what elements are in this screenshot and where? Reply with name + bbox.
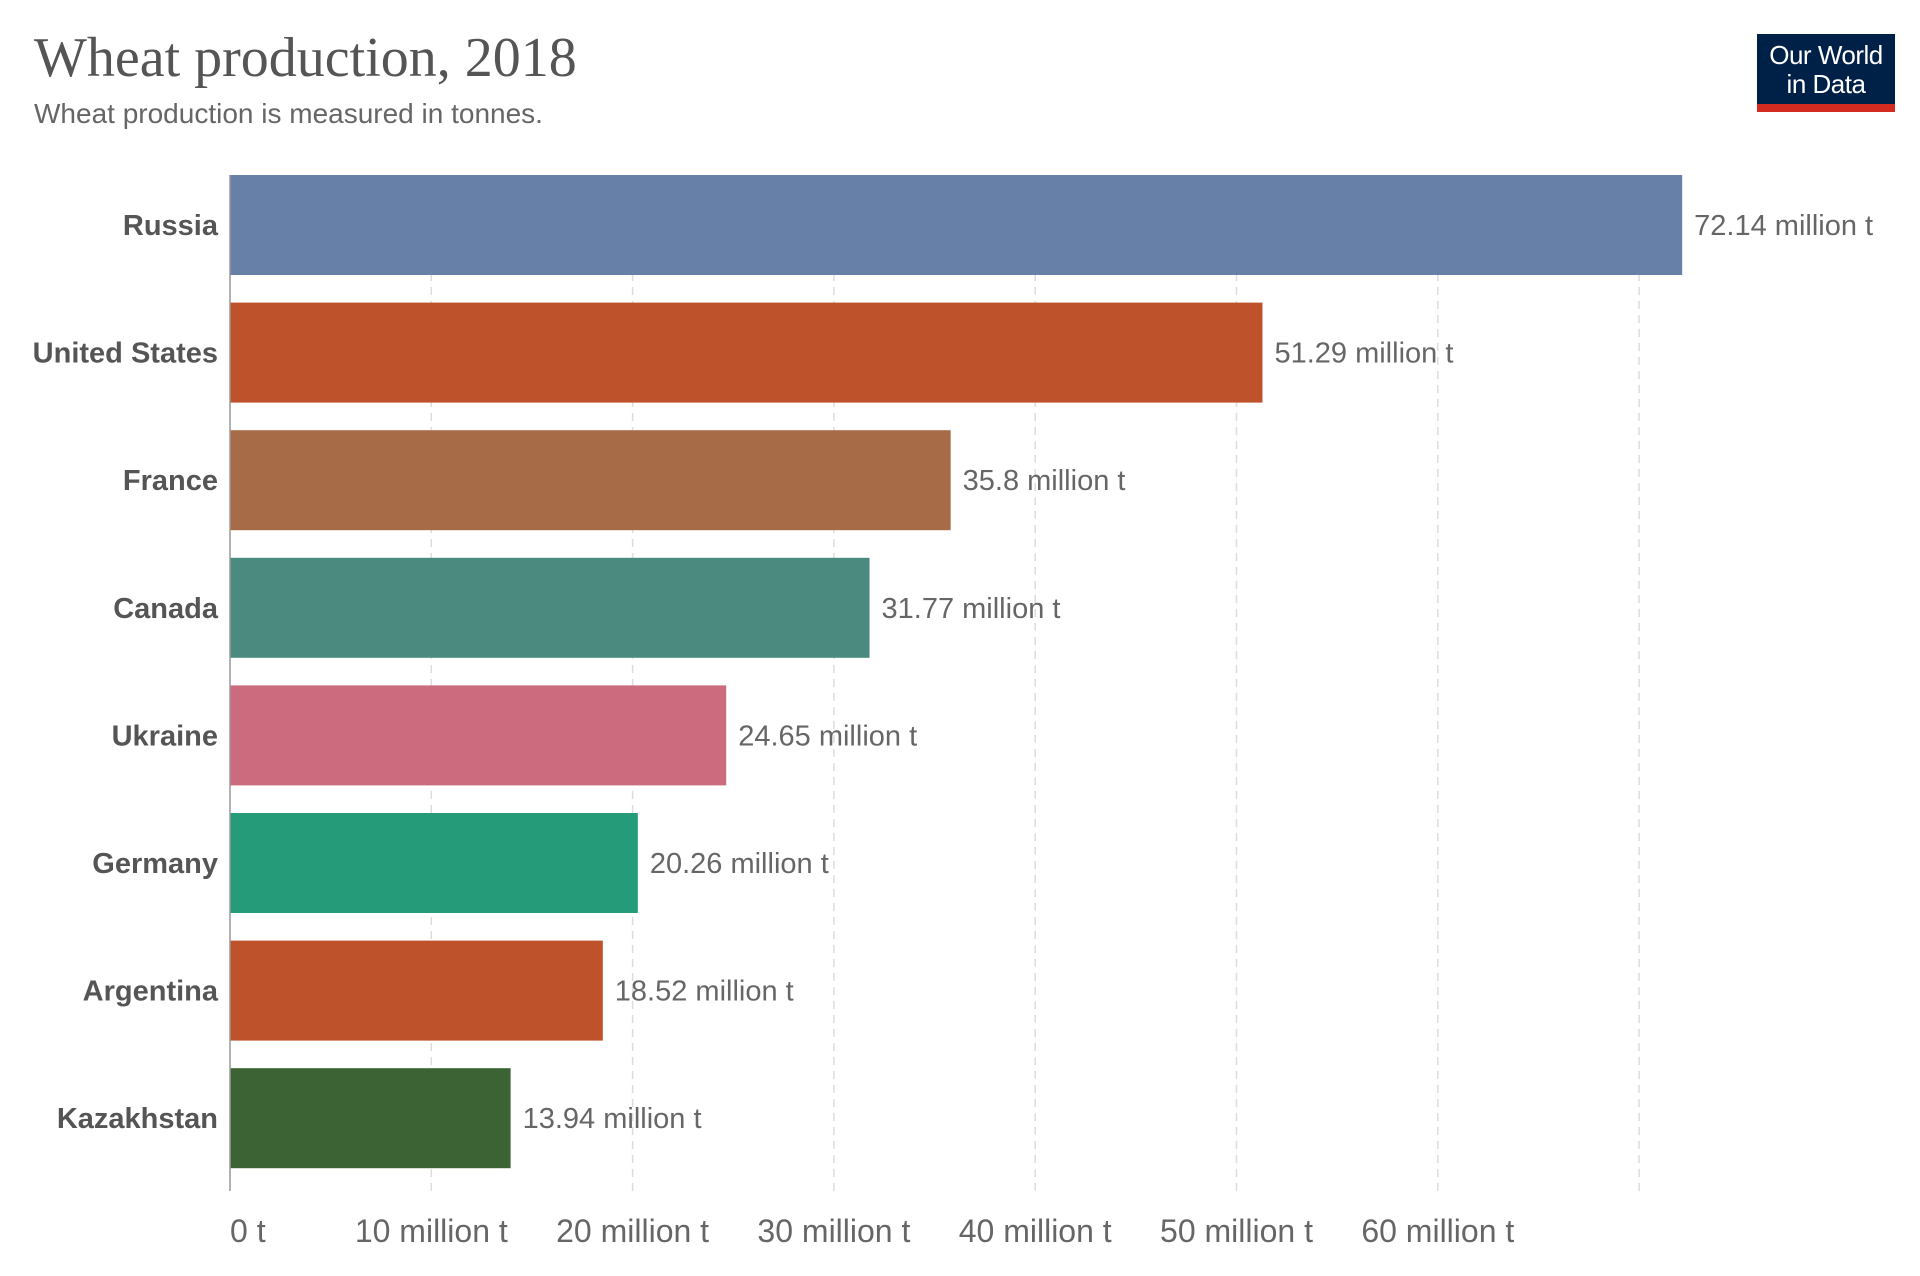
x-tick-label: 40 million t xyxy=(959,1213,1112,1249)
x-tick-label: 50 million t xyxy=(1160,1213,1313,1249)
category-label: Germany xyxy=(92,848,218,880)
logo-line-1: Our World xyxy=(1769,40,1883,70)
x-tick-label: 60 million t xyxy=(1361,1213,1514,1249)
x-tick-label: 0 t xyxy=(230,1213,266,1249)
bar[interactable] xyxy=(230,175,1683,275)
category-label: Russia xyxy=(123,210,219,242)
category-label: Kazakhstan xyxy=(57,1103,218,1135)
bar[interactable] xyxy=(230,685,727,786)
owid-logo[interactable]: Our World in Data xyxy=(1757,34,1895,112)
value-label: 72.14 million t xyxy=(1694,210,1873,242)
category-label: France xyxy=(123,465,218,497)
bar[interactable] xyxy=(230,430,951,531)
value-label: 24.65 million t xyxy=(738,720,917,752)
value-label: 13.94 million t xyxy=(523,1103,702,1135)
category-label: Canada xyxy=(113,593,219,625)
value-label: 18.52 million t xyxy=(615,976,794,1008)
chart-title: Wheat production, 2018 xyxy=(34,27,577,89)
bar[interactable] xyxy=(230,302,1263,403)
bar[interactable] xyxy=(230,813,638,913)
value-label: 31.77 million t xyxy=(882,593,1061,625)
category-label: Ukraine xyxy=(112,720,218,752)
category-label: Argentina xyxy=(83,976,219,1008)
bar[interactable] xyxy=(230,940,603,1041)
value-label: 51.29 million t xyxy=(1274,338,1453,370)
chart-subtitle: Wheat production is measured in tonnes. xyxy=(34,98,543,129)
value-label: 35.8 million t xyxy=(963,465,1126,497)
x-tick-label: 30 million t xyxy=(757,1213,910,1249)
logo-line-2: in Data xyxy=(1786,69,1866,99)
x-tick-label: 20 million t xyxy=(556,1213,709,1249)
bar[interactable] xyxy=(230,1068,511,1169)
bar[interactable] xyxy=(230,557,870,658)
value-label: 20.26 million t xyxy=(650,848,829,880)
x-tick-label: 10 million t xyxy=(355,1213,508,1249)
category-label: United States xyxy=(33,338,218,370)
